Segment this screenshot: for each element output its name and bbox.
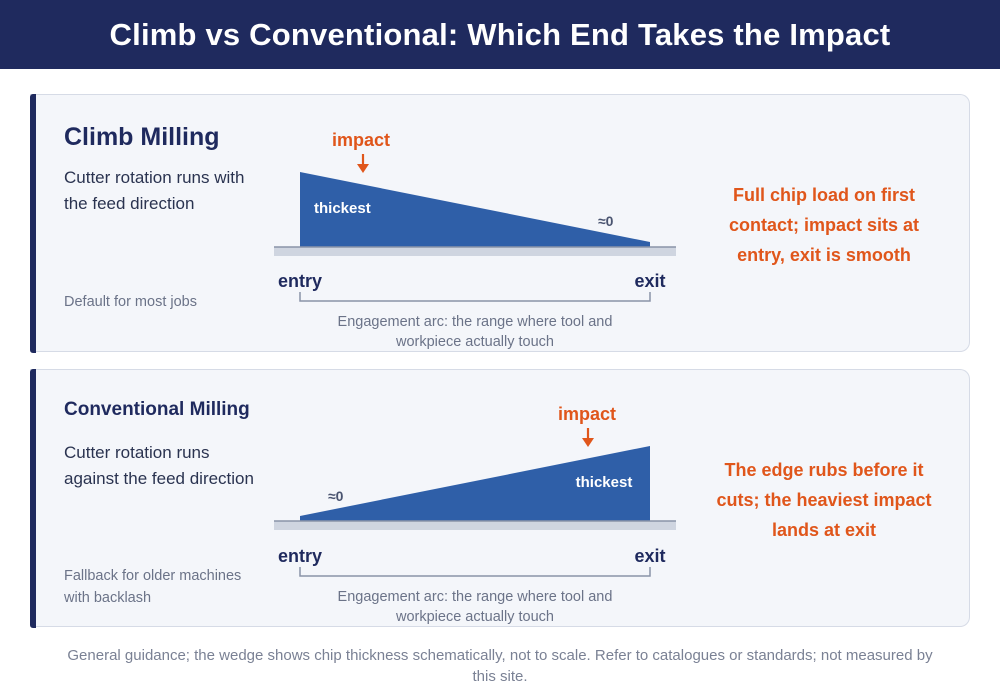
climb-milling-panel: Climb Milling Cutter rotation runs with … bbox=[30, 93, 970, 353]
conventional-impact-label: impact bbox=[558, 404, 616, 424]
conventional-zero-label: ≈0 bbox=[328, 488, 344, 504]
conventional-workpiece-surface bbox=[274, 521, 676, 530]
conventional-title: Conventional Milling bbox=[64, 399, 250, 420]
climb-workpiece-surface bbox=[274, 247, 676, 256]
climb-thickest-label: thickest bbox=[314, 200, 371, 217]
climb-impact-arrow-icon bbox=[357, 164, 369, 173]
climb-impact-label: impact bbox=[332, 130, 390, 150]
conventional-entry-label: entry bbox=[278, 546, 322, 566]
footer-disclaimer: General guidance; the wedge shows chip t… bbox=[67, 647, 933, 685]
conventional-description: Cutter rotation runs against the feed di… bbox=[64, 443, 254, 488]
conventional-milling-panel: Conventional Milling Cutter rotation run… bbox=[30, 368, 970, 628]
conventional-engagement-bracket bbox=[299, 567, 651, 577]
conventional-arc-caption-line2: workpiece actually touch bbox=[395, 609, 554, 625]
climb-chip-wedge bbox=[300, 172, 650, 247]
conventional-chip-diagram: impact thickest ≈0 entry exit Engagement… bbox=[274, 404, 676, 625]
conventional-exit-label: exit bbox=[634, 546, 665, 566]
conventional-impact-arrow-icon bbox=[582, 438, 594, 447]
climb-note: Default for most jobs bbox=[64, 294, 197, 310]
climb-exit-label: exit bbox=[634, 271, 665, 291]
climb-entry-label: entry bbox=[278, 271, 322, 291]
conventional-arc-caption-line1: Engagement arc: the range where tool and bbox=[338, 589, 613, 605]
climb-description: Cutter rotation runs with the feed direc… bbox=[64, 168, 245, 213]
conventional-thickest-label: thickest bbox=[576, 474, 633, 491]
climb-zero-label: ≈0 bbox=[598, 213, 614, 229]
conventional-chip-wedge bbox=[300, 446, 650, 521]
conventional-summary: The edge rubs before it cuts; the heavie… bbox=[716, 460, 932, 540]
climb-chip-diagram: impact thickest ≈0 entry exit Engagement… bbox=[274, 130, 676, 350]
climb-summary: Full chip load on first contact; impact … bbox=[728, 185, 920, 265]
climb-title: Climb Milling bbox=[64, 123, 220, 151]
page-title: Climb vs Conventional: Which End Takes t… bbox=[0, 0, 1000, 69]
conventional-note: Fallback for older machines with backlas… bbox=[64, 568, 242, 606]
climb-arc-caption-line2: workpiece actually touch bbox=[395, 334, 554, 350]
climb-arc-caption-line1: Engagement arc: the range where tool and bbox=[338, 314, 613, 330]
climb-engagement-bracket bbox=[299, 292, 651, 302]
